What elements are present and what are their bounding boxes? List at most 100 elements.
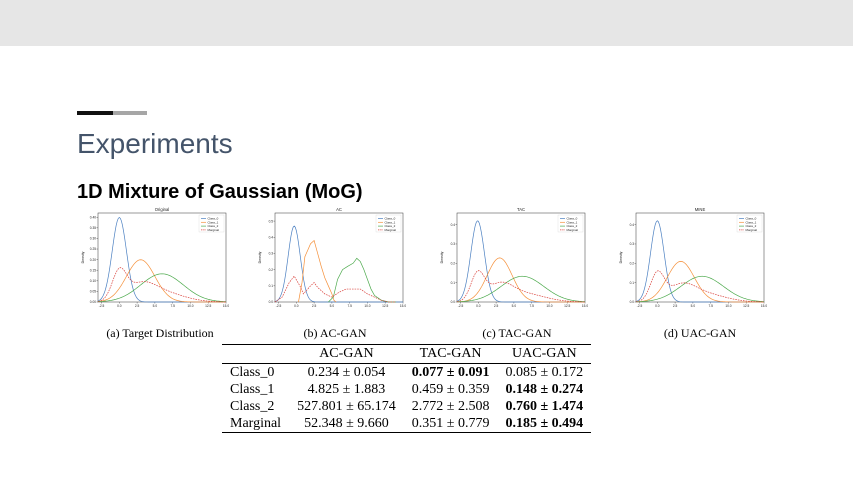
legend-box: [198, 214, 225, 233]
plot-title: AC: [336, 207, 342, 212]
series-class-2-line: [328, 257, 396, 303]
table-cell: 0.148 ± 0.274: [505, 382, 584, 397]
legend-label: Marginal: [746, 228, 758, 232]
table-cell: 0.760 ± 1.474: [505, 399, 584, 414]
y-tick-label: 0.20: [90, 258, 96, 262]
table-cell: 0.185 ± 0.494: [505, 416, 584, 431]
legend-label: Class_1: [385, 220, 396, 224]
plot-title: TAC: [517, 207, 525, 212]
x-tick-label: 0.0: [294, 304, 299, 308]
x-tick-label: 12.5: [743, 304, 749, 308]
series-class-2-line: [456, 275, 586, 303]
x-tick-label: 0.0: [476, 304, 481, 308]
y-tick-label: 0.4: [451, 223, 456, 227]
table-cell: 0.077 ± 0.091: [411, 365, 490, 380]
x-tick-label: 7.5: [170, 304, 175, 308]
series-marginal-line: [274, 275, 396, 303]
x-tick-label: 15.0: [761, 304, 767, 308]
y-tick-label: 0.15: [90, 268, 96, 272]
x-tick-label: 7.5: [708, 304, 713, 308]
x-tick-label: 5.0: [691, 304, 696, 308]
y-tick-label: 0.3: [630, 242, 635, 246]
title-accent-dark: [77, 111, 113, 115]
table-cell: 0.234 ± 0.054: [307, 365, 386, 380]
y-tick-label: 0.3: [451, 242, 456, 246]
plot-panel-original: Original Density 0.40 0.35 0.30 0.25 0.20 0.15 0…: [80, 204, 230, 318]
series-class-1-line: [97, 259, 226, 303]
y-tick-label: 0.30: [90, 237, 96, 241]
y-tick-label: 0.35: [90, 226, 96, 230]
y-tick-label: 0.25: [90, 247, 96, 251]
y-tick-label: 0.00: [90, 300, 96, 304]
y-tick-label: 0.3: [269, 252, 274, 256]
y-tick-label: 0.1: [451, 281, 456, 285]
table-row: Class_0 0.234 ± 0.054 0.077 ± 0.091 0.08…: [222, 364, 591, 382]
y-tick-label: 0.10: [90, 279, 96, 283]
x-tick-label: 15.0: [400, 304, 406, 308]
legend-label: Class_2: [567, 224, 578, 228]
plot-panel-tac: TAC Density 0.4 0.3 0.2 0.1 0.0 -2.5 0.0 2.5 5.0 7.…: [439, 204, 589, 318]
x-tick-label: 0.0: [117, 304, 122, 308]
y-tick-label: 0.1: [269, 284, 274, 288]
series-class-0-line: [635, 220, 764, 303]
legend-box: [557, 214, 584, 233]
caption-ac-gan: (b) AC-GAN: [303, 326, 367, 340]
caption-target-distribution: (a) Target Distribution: [106, 326, 214, 340]
series-class-1-line: [635, 261, 764, 303]
x-tick-label: 12.5: [564, 304, 570, 308]
legend-label: Class_1: [746, 220, 757, 224]
legend-label: Class_0: [208, 217, 219, 221]
x-tick-label: 12.5: [382, 304, 388, 308]
y-tick-label: 0.2: [630, 262, 635, 266]
x-tick-label: 15.0: [582, 304, 588, 308]
legend-label: Class_2: [746, 224, 757, 228]
x-tick-label: 5.0: [153, 304, 158, 308]
y-tick-label: 0.4: [269, 235, 274, 239]
y-tick-label: 0.0: [630, 300, 635, 304]
legend-label: Class_1: [208, 220, 219, 224]
x-tick-label: 2.5: [135, 304, 140, 308]
x-tick-label: 5.0: [330, 304, 335, 308]
table-cell: 0.351 ± 0.779: [411, 416, 490, 431]
table-cell: 0.459 ± 0.359: [411, 382, 490, 397]
table-cell: 4.825 ± 1.883: [307, 382, 386, 397]
y-axis-label: Density: [81, 251, 85, 263]
title-accent-light: [113, 111, 147, 115]
legend-box: [736, 214, 763, 233]
row-label: Class_1: [230, 382, 275, 397]
slide-subtitle: 1D Mixture of Gaussian (MoG): [77, 181, 363, 203]
plot-panel-mine: MINE Density 0.4 0.3 0.2 0.1 0.0 -2.5 0.0 2.5 5.0 7…: [618, 204, 768, 318]
table-cell: 527.801 ± 65.174: [297, 399, 396, 414]
table-header-ac-gan: AC-GAN: [289, 344, 404, 364]
legend-label: Class_1: [567, 220, 578, 224]
legend-label: Marginal: [385, 228, 397, 232]
table-row: Class_2 527.801 ± 65.174 2.772 ± 2.508 0…: [222, 398, 591, 415]
legend-box: [375, 214, 402, 233]
series-class-1-line: [456, 257, 585, 303]
table-header-tac-gan: TAC-GAN: [403, 344, 498, 364]
series-class-0-line: [274, 225, 403, 303]
series-class-1-line: [298, 239, 337, 303]
x-tick-label: 12.5: [205, 304, 211, 308]
plot-title: Original: [155, 207, 169, 212]
table-row: Class_1 4.825 ± 1.883 0.459 ± 0.359 0.14…: [222, 381, 591, 398]
series-marginal-line: [97, 267, 227, 303]
row-label: Class_2: [230, 399, 275, 414]
x-tick-label: -2.5: [99, 304, 105, 308]
y-tick-label: 0.2: [451, 262, 456, 266]
x-tick-label: 2.5: [312, 304, 317, 308]
y-tick-label: 0.5: [269, 219, 274, 223]
y-axis-label: Density: [440, 251, 444, 263]
y-tick-label: 0.4: [630, 223, 635, 227]
x-tick-label: 10.0: [725, 304, 731, 308]
y-tick-label: 0.1: [630, 281, 635, 285]
table-header-empty: [222, 344, 290, 364]
slide-top-banner: [0, 0, 853, 46]
y-axis-label: Density: [619, 251, 623, 263]
slide-title: Experiments: [77, 128, 233, 159]
plot-panel-ac: AC Density 0.5 0.4 0.3 0.2 0.1 0.0 -2.5 0.0 2.5 5.0…: [257, 204, 407, 318]
x-tick-label: -2.5: [458, 304, 464, 308]
x-tick-label: 2.5: [673, 304, 678, 308]
